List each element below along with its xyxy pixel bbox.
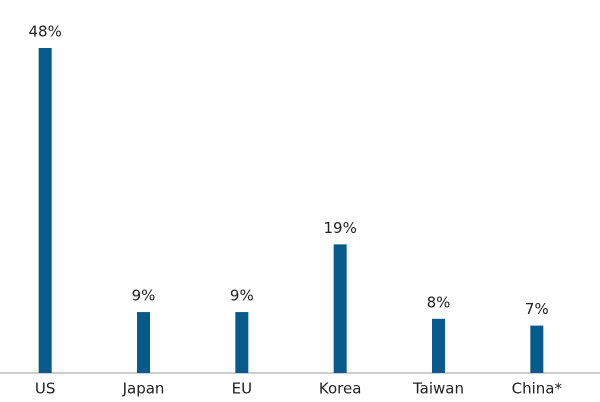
x-tick-label: US	[35, 380, 56, 398]
value-label: 7%	[525, 300, 549, 318]
bar	[137, 312, 150, 373]
bar	[530, 325, 544, 373]
x-tick-label: Taiwan	[412, 380, 464, 398]
value-label: 9%	[132, 287, 156, 305]
bar	[38, 48, 52, 373]
x-tick-label: Korea	[319, 380, 362, 398]
x-tick-label: China*	[512, 380, 563, 398]
bar	[333, 244, 347, 373]
bar	[432, 318, 445, 373]
value-label: 19%	[323, 219, 356, 237]
bar	[235, 312, 249, 373]
value-label: 8%	[427, 293, 451, 311]
x-tick-label: Japan	[122, 380, 165, 398]
value-label: 9%	[230, 287, 254, 305]
x-tick-label: EU	[232, 380, 252, 398]
value-label: 48%	[28, 23, 61, 41]
